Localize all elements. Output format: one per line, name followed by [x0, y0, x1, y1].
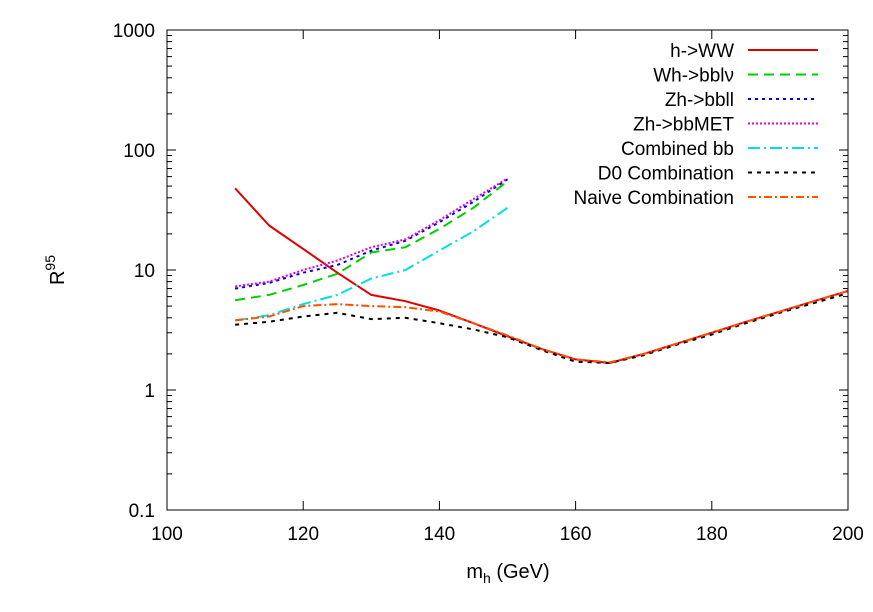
x-tick-label: 160 — [560, 524, 592, 545]
legend-label: Combined bb — [621, 139, 734, 160]
y-tick-label: 1000 — [113, 21, 155, 42]
x-axis-label-unit: (GeV) — [491, 561, 550, 583]
x-axis-label-main: m — [466, 561, 483, 583]
series-line-d0-combination — [235, 292, 849, 364]
x-axis-label-subscript: h — [483, 570, 491, 586]
y-tick-label: 100 — [123, 141, 155, 162]
legend: h->WW Wh->bblν Zh->bbll Zh->bbMET Combined b… — [573, 41, 818, 209]
legend-label: Zh->bbMET — [633, 115, 734, 136]
plot-frame — [166, 29, 849, 511]
series-line-wh-bbl- — [234, 180, 509, 302]
series-layer — [234, 177, 849, 364]
series-line-naive-combination — [234, 289, 849, 364]
series-line-zh-bbll — [234, 178, 509, 290]
x-axis-ticks: 100 120 140 160 180 200 — [151, 30, 864, 545]
y-axis-label-superscript: 95 — [42, 255, 58, 271]
x-axis-label: mh (GeV) — [466, 561, 549, 586]
y-tick-label: 0.1 — [129, 501, 155, 522]
x-tick-label: 200 — [832, 524, 864, 545]
y-tick-label: 1 — [144, 381, 155, 402]
legend-label: Zh->bbll — [665, 90, 734, 111]
x-tick-label: 180 — [696, 524, 728, 545]
series-line-h-ww — [234, 187, 849, 364]
y-tick-label: 10 — [134, 261, 155, 282]
y-axis-label-main: R — [47, 271, 69, 285]
y-axis-label: R95 — [42, 255, 69, 285]
x-tick-label: 120 — [287, 524, 319, 545]
y-axis-ticks: 0.1 1 10 100 1000 — [113, 21, 848, 522]
legend-label: h->WW — [670, 41, 734, 62]
x-tick-label: 140 — [424, 524, 456, 545]
legend-label: Naive Combination — [573, 188, 734, 209]
legend-label: D0 Combination — [598, 164, 734, 185]
legend-label: Wh->bblν — [653, 66, 734, 87]
series-line-zh-bbmet — [234, 177, 509, 288]
series-line-combined-bb — [234, 206, 509, 322]
x-tick-label: 100 — [151, 524, 183, 545]
